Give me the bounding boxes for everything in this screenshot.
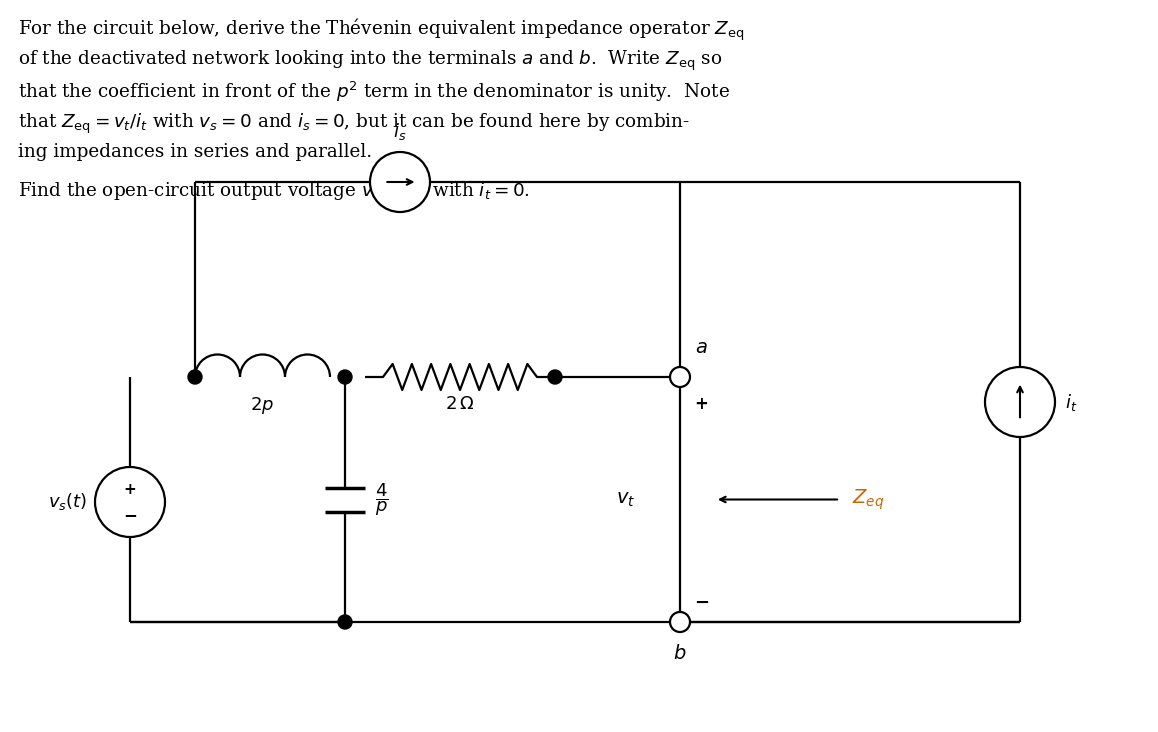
Circle shape — [670, 612, 690, 632]
Circle shape — [338, 615, 352, 629]
Text: $v_s(t)$: $v_s(t)$ — [47, 491, 87, 512]
Text: +: + — [124, 482, 137, 496]
Circle shape — [985, 367, 1055, 437]
Text: $Z_{eq}$: $Z_{eq}$ — [852, 488, 885, 512]
Text: $v_t$: $v_t$ — [616, 490, 635, 509]
Text: $i_s$: $i_s$ — [394, 121, 406, 142]
Text: that $Z_{\mathrm{eq}} = v_t/i_t$ with $v_s = 0$ and $i_s = 0$, but it can be fou: that $Z_{\mathrm{eq}} = v_t/i_t$ with $v… — [19, 111, 690, 135]
Text: $i_t$: $i_t$ — [1065, 392, 1077, 413]
Text: $2\,\Omega$: $2\,\Omega$ — [446, 395, 475, 413]
Text: $a$: $a$ — [695, 339, 708, 357]
Circle shape — [338, 370, 352, 384]
Text: of the deactivated network looking into the terminals $a$ and $b$.  Write $Z_{\m: of the deactivated network looking into … — [19, 48, 723, 72]
Text: $b$: $b$ — [673, 644, 687, 663]
Circle shape — [188, 370, 201, 384]
Circle shape — [371, 152, 430, 212]
Text: $\dfrac{4}{p}$: $\dfrac{4}{p}$ — [375, 481, 388, 518]
Text: −: − — [123, 506, 137, 524]
Text: $2p$: $2p$ — [250, 395, 274, 416]
Circle shape — [548, 370, 562, 384]
Text: that the coefficient in front of the $p^2$ term in the denominator is unity.  No: that the coefficient in front of the $p^… — [19, 80, 730, 104]
Circle shape — [95, 467, 164, 537]
Text: For the circuit below, derive the Thévenin equivalent impedance operator $Z_{\ma: For the circuit below, derive the Théven… — [19, 17, 745, 43]
Circle shape — [670, 367, 690, 387]
Text: +: + — [694, 395, 708, 413]
Text: ing impedances in series and parallel.: ing impedances in series and parallel. — [19, 143, 372, 161]
Text: −: − — [694, 594, 709, 612]
Text: Find the open-circuit output voltage $v_{oc} = v_t$ with $i_t = 0$.: Find the open-circuit output voltage $v_… — [19, 179, 530, 201]
